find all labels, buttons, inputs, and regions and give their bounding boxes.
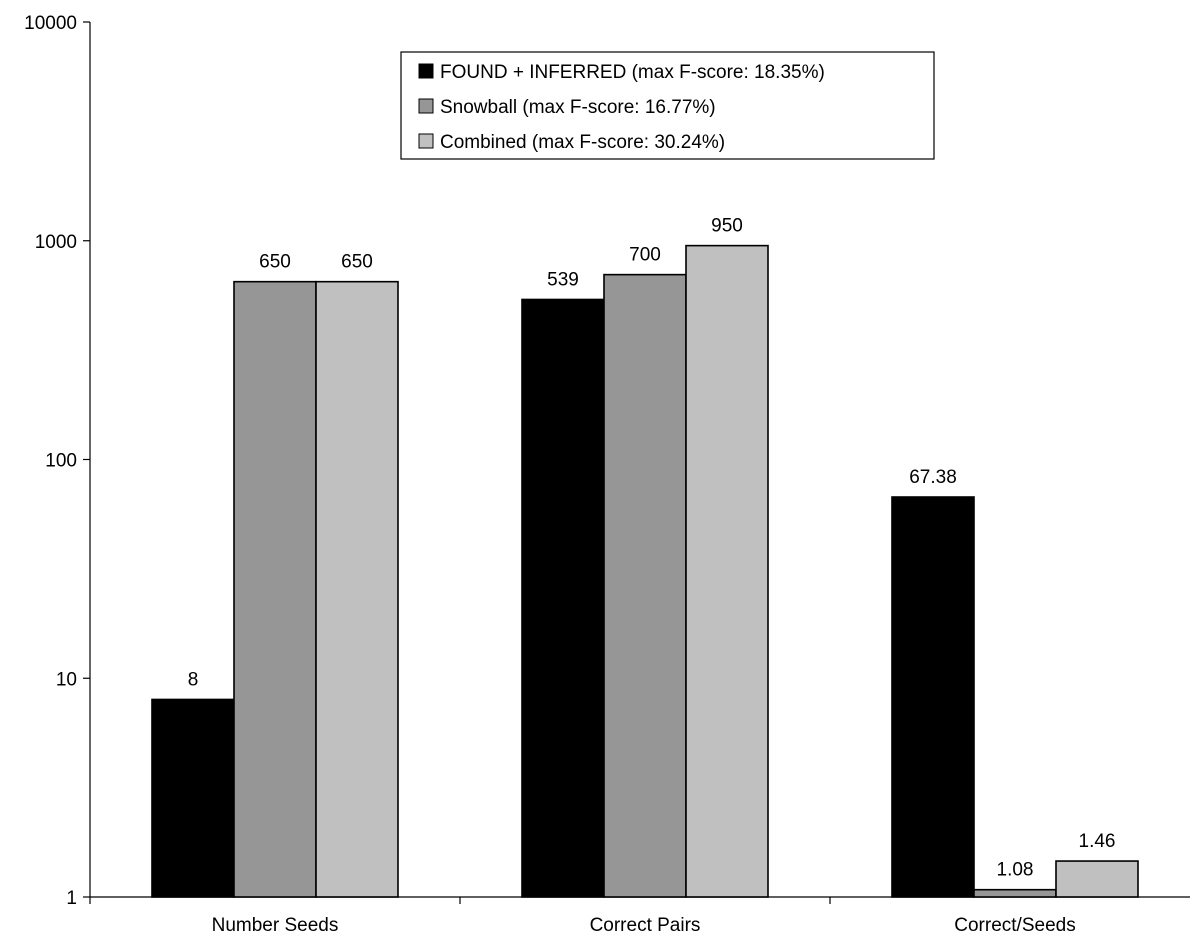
data-label: 1.08 xyxy=(997,860,1034,881)
data-label: 650 xyxy=(259,252,291,273)
data-label: 950 xyxy=(711,216,743,237)
bar xyxy=(521,298,605,898)
y-tick-label: 10000 xyxy=(24,13,77,34)
legend: FOUND + INFERRED (max F-score: 18.35%) S… xyxy=(400,51,935,160)
bar xyxy=(233,280,317,898)
legend-swatch xyxy=(418,63,434,79)
legend-label: FOUND + INFERRED (max F-score: 18.35%) xyxy=(440,62,825,83)
legend-item: FOUND + INFERRED (max F-score: 18.35%) xyxy=(418,62,825,83)
y-tick-label: 100 xyxy=(45,451,77,472)
data-label: 67.38 xyxy=(909,467,957,488)
legend-item: Snowball (max F-score: 16.77%) xyxy=(418,97,716,118)
data-label: 650 xyxy=(341,252,373,273)
bar xyxy=(315,280,399,898)
data-label: 539 xyxy=(547,269,579,290)
category-label: Correct Pairs xyxy=(590,915,701,936)
x-axis: Number Seeds Correct Pairs Correct/Seeds xyxy=(89,896,1190,936)
y-tick-label: 1 xyxy=(66,888,77,909)
y-tick-label: 10 xyxy=(56,669,77,690)
category-label: Number Seeds xyxy=(212,915,339,936)
bar xyxy=(151,698,235,898)
legend-swatch xyxy=(418,133,434,149)
legend-label: Snowball (max F-score: 16.77%) xyxy=(440,97,716,118)
category-label: Correct/Seeds xyxy=(954,915,1075,936)
legend-box xyxy=(400,51,935,160)
legend-label: Combined (max F-score: 30.24%) xyxy=(440,132,725,153)
y-axis: 1 10 100 1000 10000 xyxy=(24,13,91,909)
y-tick-label: 1000 xyxy=(35,232,77,253)
bar xyxy=(973,888,1057,898)
bar xyxy=(603,273,687,898)
data-label: 1.46 xyxy=(1079,831,1116,852)
data-label: 700 xyxy=(629,245,661,266)
bar xyxy=(891,496,975,898)
legend-swatch xyxy=(418,98,434,114)
legend-item: Combined (max F-score: 30.24%) xyxy=(418,132,725,153)
bar xyxy=(1055,860,1139,898)
bar xyxy=(685,244,769,898)
data-labels: 8 650 650 539 700 950 67.38 1.08 1.46 xyxy=(188,216,1116,881)
bars xyxy=(151,244,1139,898)
data-label: 8 xyxy=(188,669,199,690)
